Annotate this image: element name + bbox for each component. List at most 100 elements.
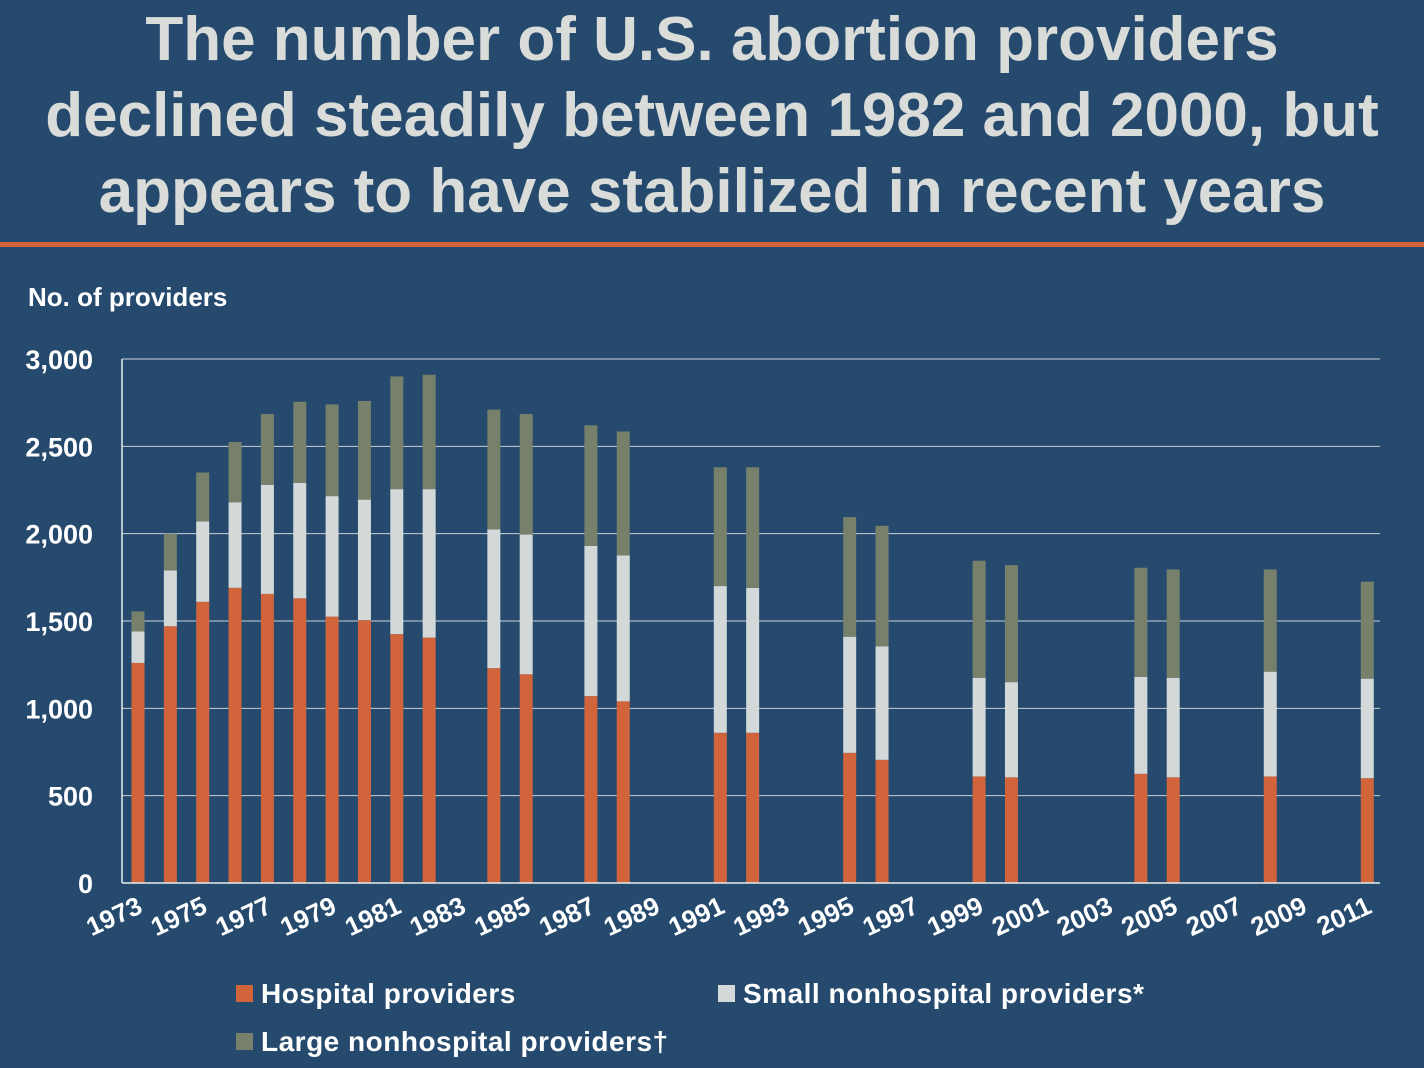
axes xyxy=(121,359,1380,884)
x-tick-label-2005: 2005 xyxy=(1117,890,1182,942)
bar-small-nonhospital-1980 xyxy=(357,499,371,621)
bar-hospital-1980 xyxy=(357,620,371,883)
bar-small-nonhospital-1977 xyxy=(260,484,274,594)
bar-hospital-1991 xyxy=(713,732,727,883)
x-tick-label-2011: 2011 xyxy=(1312,890,1376,941)
bar-hospital-2011 xyxy=(1360,778,1374,883)
bar-small-nonhospital-1999 xyxy=(972,677,986,777)
bar-hospital-1995 xyxy=(843,752,857,883)
y-tick-label-0: 0 xyxy=(78,869,93,899)
bar-hospital-1977 xyxy=(260,593,274,883)
bar-hospital-1978 xyxy=(293,598,307,883)
bar-hospital-1975 xyxy=(196,601,210,883)
legend-swatch-hospital xyxy=(236,985,253,1002)
y-tick-label-6: 3,000 xyxy=(25,345,93,375)
x-tick-label-1975: 1975 xyxy=(146,890,211,942)
bar-hospital-1992 xyxy=(746,732,760,883)
bar-large-nonhospital-1974 xyxy=(163,533,177,571)
x-tick-label-1991: 1991 xyxy=(664,890,729,942)
legend-item-hospital: Hospital providers xyxy=(236,978,516,1010)
bar-large-nonhospital-1973 xyxy=(131,611,145,632)
bar-small-nonhospital-1975 xyxy=(196,521,210,602)
bar-large-nonhospital-1981 xyxy=(390,376,404,490)
y-tick-labels: 0 500 1,000 1,500 2,000 2,500 3,000 xyxy=(25,345,93,899)
bar-small-nonhospital-1995 xyxy=(843,636,857,753)
bar-hospital-1976 xyxy=(228,587,242,883)
bar-small-nonhospital-1987 xyxy=(584,545,598,697)
bar-large-nonhospital-1991 xyxy=(713,467,727,587)
x-tick-labels: 1973 1975 1977 1979 1981 1983 1985 1987 1989 1991… xyxy=(81,890,1375,942)
y-tick-label-2: 1,000 xyxy=(25,694,93,724)
bar-small-nonhospital-2011 xyxy=(1360,678,1374,779)
bar-hospital-1987 xyxy=(584,696,598,883)
bar-small-nonhospital-2008 xyxy=(1263,671,1277,777)
chart-title: The number of U.S. abortion providers de… xyxy=(0,2,1424,230)
bar-small-nonhospital-1979 xyxy=(325,496,339,617)
bar-large-nonhospital-1975 xyxy=(196,472,210,522)
title-divider xyxy=(0,242,1424,247)
x-tick-label-1981: 1981 xyxy=(340,890,405,942)
x-tick-label-1977: 1977 xyxy=(211,890,276,942)
bar-small-nonhospital-1991 xyxy=(713,586,727,733)
x-tick-label-1983: 1983 xyxy=(405,890,470,942)
bar-hospital-2008 xyxy=(1263,776,1277,883)
bar-hospital-1974 xyxy=(163,626,177,883)
bar-hospital-2000 xyxy=(1004,777,1018,883)
x-tick-label-1997: 1997 xyxy=(858,890,923,942)
bar-large-nonhospital-1982 xyxy=(422,374,436,490)
y-tick-label-5: 2,500 xyxy=(25,432,93,462)
bar-small-nonhospital-1996 xyxy=(875,646,889,760)
chart-title-line-1: The number of U.S. abortion providers xyxy=(145,5,1279,74)
bars xyxy=(131,374,1374,883)
bar-small-nonhospital-1985 xyxy=(519,534,533,675)
bar-small-nonhospital-1992 xyxy=(746,587,760,733)
bar-large-nonhospital-1988 xyxy=(616,431,630,556)
legend-item-large-nonhospital: Large nonhospital providers† xyxy=(236,1026,669,1058)
x-tick-label-1979: 1979 xyxy=(276,890,341,942)
x-tick-label-1999: 1999 xyxy=(923,890,988,942)
bar-hospital-2004 xyxy=(1134,773,1148,883)
bar-small-nonhospital-1976 xyxy=(228,502,242,588)
x-tick-label-2009: 2009 xyxy=(1246,890,1311,942)
x-tick-label-1987: 1987 xyxy=(534,890,599,942)
bar-large-nonhospital-1985 xyxy=(519,414,533,535)
x-tick-label-2007: 2007 xyxy=(1181,890,1246,942)
bar-large-nonhospital-1976 xyxy=(228,441,242,503)
bar-small-nonhospital-1984 xyxy=(487,529,501,669)
bar-large-nonhospital-1980 xyxy=(357,400,371,500)
bar-small-nonhospital-1973 xyxy=(131,631,145,663)
bar-large-nonhospital-1987 xyxy=(584,425,598,546)
bar-large-nonhospital-1977 xyxy=(260,414,274,485)
legend-item-small-nonhospital: Small nonhospital providers* xyxy=(718,978,1144,1010)
bar-large-nonhospital-2005 xyxy=(1166,569,1180,678)
bar-large-nonhospital-1992 xyxy=(746,467,760,588)
legend-label-large-nonhospital: Large nonhospital providers† xyxy=(261,1026,669,1057)
bar-large-nonhospital-1984 xyxy=(487,409,501,530)
bar-small-nonhospital-1981 xyxy=(390,489,404,635)
legend-label-hospital: Hospital providers xyxy=(261,978,516,1009)
x-tick-label-1989: 1989 xyxy=(599,890,664,942)
bar-large-nonhospital-1999 xyxy=(972,560,986,678)
y-tick-label-1: 500 xyxy=(48,782,93,812)
x-tick-label-1995: 1995 xyxy=(793,890,858,942)
bar-large-nonhospital-2008 xyxy=(1263,569,1277,672)
bar-large-nonhospital-2004 xyxy=(1134,567,1148,677)
bar-large-nonhospital-1979 xyxy=(325,404,339,497)
legend-swatch-large-nonhospital xyxy=(236,1033,253,1050)
bar-hospital-1985 xyxy=(519,674,533,883)
bar-hospital-1996 xyxy=(875,759,889,883)
bar-small-nonhospital-1988 xyxy=(616,555,630,702)
bar-hospital-1979 xyxy=(325,616,339,883)
bar-hospital-1988 xyxy=(616,701,630,883)
legend-label-small-nonhospital: Small nonhospital providers* xyxy=(743,978,1145,1009)
bar-hospital-2005 xyxy=(1166,777,1180,883)
x-tick-label-1985: 1985 xyxy=(470,890,535,942)
bar-large-nonhospital-1995 xyxy=(843,517,857,637)
bar-hospital-1999 xyxy=(972,776,986,883)
bar-large-nonhospital-1996 xyxy=(875,525,889,647)
bar-small-nonhospital-2000 xyxy=(1004,682,1018,778)
bar-small-nonhospital-1982 xyxy=(422,489,436,638)
bar-hospital-1984 xyxy=(487,668,501,883)
bar-hospital-1981 xyxy=(390,634,404,883)
